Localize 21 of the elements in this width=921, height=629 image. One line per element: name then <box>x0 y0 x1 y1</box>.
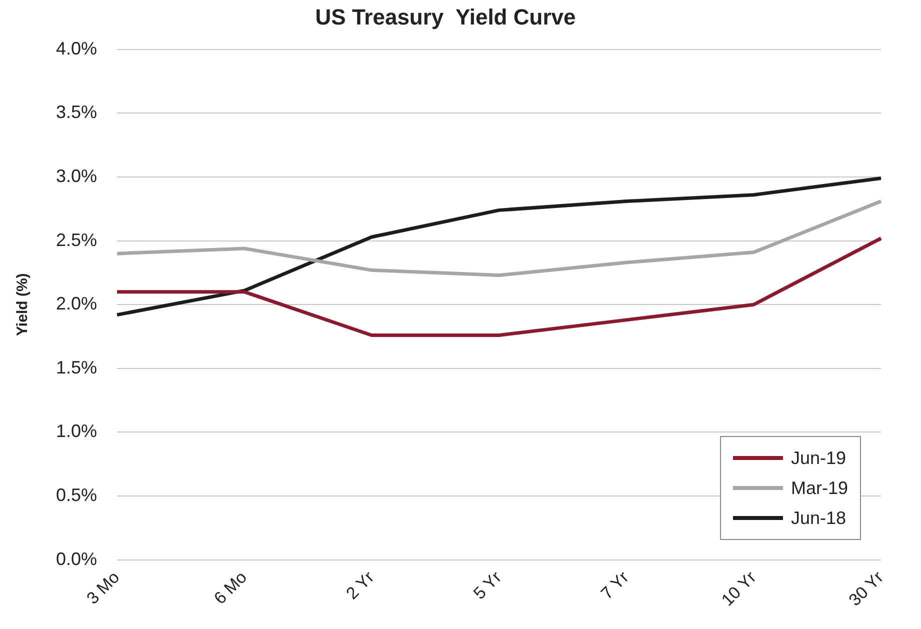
legend-label: Jun-19 <box>791 446 846 470</box>
x-tick-label: 3 Mo <box>83 568 124 608</box>
x-tick-label: 2 Yr <box>342 568 378 604</box>
y-tick-label: 3.5% <box>56 102 98 122</box>
x-tick-label: 10 Yr <box>718 568 760 610</box>
y-tick-label: 4.0% <box>56 38 98 58</box>
y-tick-label: 1.0% <box>56 421 98 442</box>
y-tick-label: 0.0% <box>56 548 98 569</box>
x-tick-label: 30 Yr <box>845 568 888 610</box>
legend-label: Jun-18 <box>791 506 846 530</box>
y-tick-label: 0.5% <box>56 485 98 506</box>
y-tick-label: 3.0% <box>56 166 98 186</box>
chart-title: US Treasury Yield Curve <box>315 4 576 30</box>
y-tick-label: 1.5% <box>56 357 98 378</box>
x-tick-label: 7 Yr <box>597 568 633 604</box>
x-tick-label: 5 Yr <box>470 568 506 604</box>
y-tick-label: 2.0% <box>56 294 98 314</box>
x-tick-label: 6 Mo <box>210 568 250 608</box>
y-axis-title: Yield (%) <box>14 273 32 336</box>
y-tick-label: 2.5% <box>56 230 98 250</box>
legend-label: Mar-19 <box>791 476 848 500</box>
